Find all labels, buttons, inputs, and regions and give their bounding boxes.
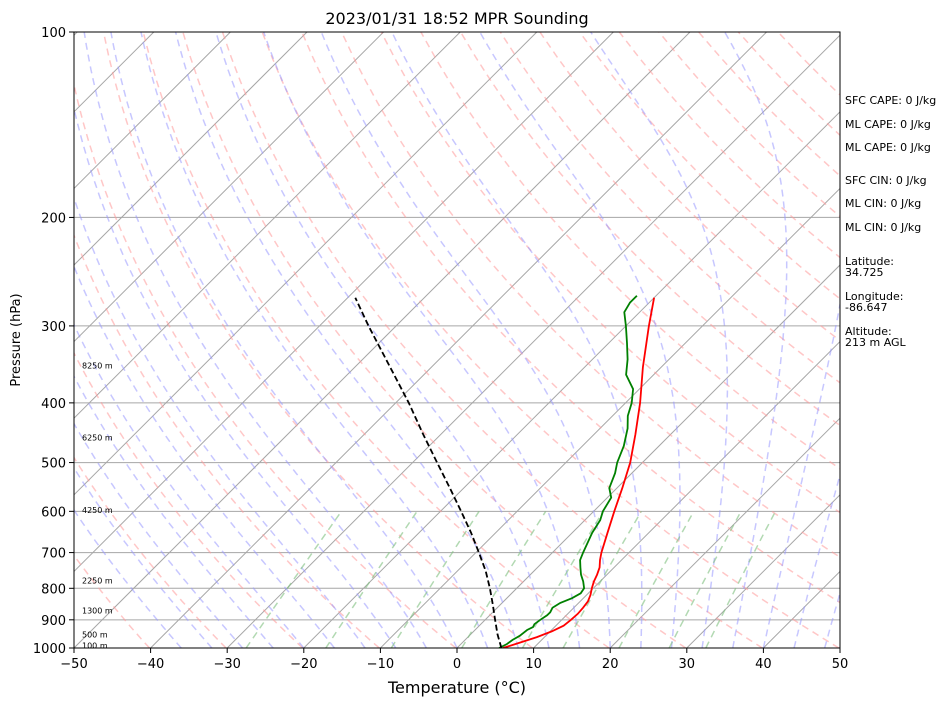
dry-adiabat-line bbox=[182, 32, 687, 648]
x-tick-label: −20 bbox=[290, 657, 317, 672]
x-tick-label: −50 bbox=[60, 657, 87, 672]
isotherm-line bbox=[74, 32, 384, 343]
height-label: 4250 m bbox=[82, 506, 113, 515]
temperature-profile-line bbox=[502, 297, 655, 648]
height-label: 8250 m bbox=[82, 362, 113, 371]
chart-title: 2023/01/31 18:52 MPR Sounding bbox=[325, 9, 588, 28]
altitude-label: Altitude: bbox=[845, 325, 892, 338]
sfc-cape-label: SFC CAPE: 0 J/kg bbox=[845, 94, 937, 107]
height-label: 500 m bbox=[82, 630, 108, 639]
height-label: 1300 m bbox=[82, 607, 113, 616]
longitude-value: -86.647 bbox=[845, 301, 888, 314]
moist-adiabat-line bbox=[391, 32, 643, 648]
ml-cin-label-2: ML CIN: 0 J/kg bbox=[845, 221, 922, 234]
dry-adiabat-line bbox=[221, 32, 763, 648]
moist-adiabat-line bbox=[262, 32, 581, 648]
isotherm-line bbox=[74, 32, 614, 573]
isotherm-line bbox=[74, 32, 461, 419]
x-tick-label: 20 bbox=[602, 657, 619, 672]
mixing-ratio-line bbox=[245, 510, 343, 648]
altitude-value: 213 m AGL bbox=[845, 336, 906, 349]
mixing-ratio-line bbox=[705, 510, 777, 648]
dry-adiabat-line bbox=[499, 32, 840, 384]
moist-adiabat-line bbox=[74, 264, 335, 648]
isotherm-line bbox=[380, 187, 840, 648]
latitude-label: Latitude: bbox=[845, 255, 894, 268]
ml-cin-label: ML CIN: 0 J/kg bbox=[845, 197, 922, 210]
moist-adiabat-line bbox=[140, 32, 489, 648]
moist-adiabat-line bbox=[74, 323, 305, 648]
isotherm-line bbox=[609, 417, 840, 648]
moist-adiabat-line bbox=[110, 32, 458, 648]
x-tick-label: 40 bbox=[755, 657, 772, 672]
isotherm-line bbox=[74, 32, 308, 266]
mixing-ratio-line bbox=[618, 510, 695, 648]
ml-cape-label-2: ML CAPE: 0 J/kg bbox=[845, 141, 931, 154]
dry-adiabat-line bbox=[261, 32, 840, 648]
y-tick-label: 100 bbox=[41, 26, 66, 41]
moist-adiabat-line bbox=[320, 32, 611, 648]
moist-adiabat-line bbox=[74, 105, 397, 648]
moist-adiabat-line bbox=[479, 32, 681, 648]
latitude-value: 34.725 bbox=[845, 266, 884, 279]
isotherm-line bbox=[226, 34, 840, 648]
dry-adiabat-line bbox=[74, 233, 380, 648]
y-axis-label: Pressure (hPa) bbox=[9, 293, 24, 386]
height-label: 2250 m bbox=[82, 577, 113, 586]
y-tick-label: 800 bbox=[41, 582, 66, 597]
moist-adiabat-line bbox=[83, 32, 428, 648]
x-tick-label: 0 bbox=[453, 657, 461, 672]
isotherm-line bbox=[74, 32, 691, 648]
sfc-cin-label: SFC CIN: 0 J/kg bbox=[845, 174, 927, 187]
y-tick-label: 900 bbox=[41, 614, 66, 629]
parcel-profile-line bbox=[354, 297, 503, 648]
isotherm-line bbox=[74, 32, 538, 496]
y-tick-label: 600 bbox=[41, 505, 66, 520]
dry-adiabat-line bbox=[142, 32, 610, 648]
y-tick-label: 700 bbox=[41, 547, 66, 562]
y-tick-label: 200 bbox=[41, 211, 66, 226]
moist-adiabat-line bbox=[215, 32, 550, 648]
x-tick-label: 30 bbox=[679, 657, 696, 672]
dewpoint-profile-line bbox=[498, 295, 638, 648]
x-tick-label: −40 bbox=[137, 657, 164, 672]
dry-adiabat-line bbox=[301, 32, 840, 604]
isotherm-line bbox=[533, 340, 840, 648]
moist-adiabat-line bbox=[74, 374, 274, 648]
isotherm-line bbox=[456, 264, 840, 648]
x-axis-label: Temperature (°C) bbox=[387, 678, 526, 697]
isotherm-line bbox=[74, 32, 231, 190]
dry-adiabat-line bbox=[380, 32, 840, 514]
x-tick-label: 50 bbox=[832, 657, 849, 672]
dry-adiabat-line bbox=[459, 32, 840, 427]
y-tick-label: 500 bbox=[41, 457, 66, 472]
dry-adiabat-line bbox=[74, 456, 227, 648]
moist-adiabat-line bbox=[590, 32, 729, 648]
y-tick-label: 400 bbox=[41, 397, 66, 412]
dry-adiabat-line bbox=[74, 351, 304, 648]
x-tick-label: −30 bbox=[213, 657, 240, 672]
y-tick-label: 300 bbox=[41, 320, 66, 335]
mixing-ratio-line bbox=[521, 510, 604, 648]
moist-adiabat-line bbox=[724, 32, 788, 648]
moist-adiabat-line bbox=[74, 195, 366, 648]
dry-adiabat-line bbox=[340, 32, 840, 559]
isotherm-line bbox=[150, 32, 767, 648]
x-tick-label: −10 bbox=[367, 657, 394, 672]
height-label: 6250 m bbox=[82, 433, 113, 442]
longitude-label: Longitude: bbox=[845, 290, 904, 303]
x-tick-label: 10 bbox=[525, 657, 542, 672]
mixing-ratio-line bbox=[668, 510, 742, 648]
dry-adiabat-line bbox=[102, 32, 533, 648]
dry-adiabat-line bbox=[74, 81, 457, 648]
ml-cape-label: ML CAPE: 0 J/kg bbox=[845, 118, 931, 131]
y-tick-label: 1000 bbox=[33, 642, 66, 657]
mixing-ratio-line bbox=[562, 510, 642, 648]
isotherm-line bbox=[686, 494, 840, 648]
height-label: 100 m bbox=[82, 641, 108, 650]
isotherm-line bbox=[303, 111, 840, 648]
moist-adiabat-line bbox=[74, 422, 244, 648]
